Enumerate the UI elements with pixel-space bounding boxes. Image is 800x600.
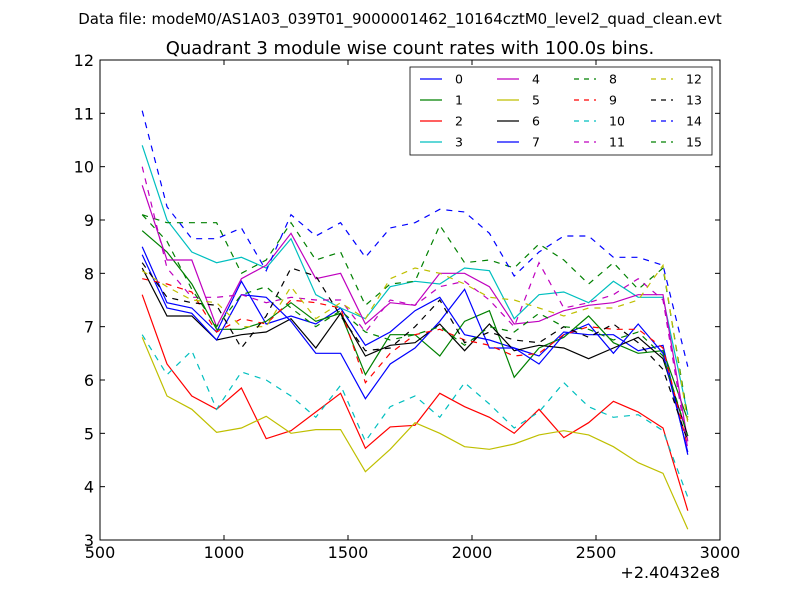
series-line-0 — [141, 246, 689, 455]
series-line-13 — [141, 262, 689, 442]
x-tick-label: 2500 — [576, 543, 617, 562]
y-tick-label: 9 — [84, 211, 94, 230]
chart-title: Quadrant 3 module wise count rates with … — [166, 38, 655, 59]
legend-label-12: 12 — [686, 72, 702, 87]
legend-label-13: 13 — [686, 93, 702, 108]
series-line-9 — [142, 278, 689, 447]
x-tick-label: 500 — [85, 543, 116, 562]
y-tick-label: 12 — [74, 51, 94, 70]
legend-label-4: 4 — [532, 72, 540, 87]
series-line-6 — [141, 267, 689, 437]
y-tick-label: 7 — [84, 318, 94, 337]
y-tick-label: 8 — [84, 264, 94, 283]
plot-frame — [99, 59, 721, 541]
series-line-11 — [141, 166, 689, 450]
y-tick-label: 3 — [84, 531, 94, 550]
legend-label-6: 6 — [532, 114, 540, 129]
series-line-10 — [141, 334, 689, 498]
series-line-12 — [141, 263, 689, 423]
legend-label-0: 0 — [455, 72, 463, 87]
x-tick-label: 1500 — [328, 543, 369, 562]
y-tick-label: 10 — [74, 158, 94, 177]
x-offset-label: +2.40432e8 — [620, 563, 720, 582]
legend-label-2: 2 — [455, 114, 463, 129]
legend-frame — [409, 66, 713, 156]
data-file-suptitle: Data file: modeM0/AS1A03_039T01_90000014… — [78, 10, 722, 29]
x-tick-label: 3000 — [700, 543, 741, 562]
series-line-14 — [141, 110, 689, 367]
y-tick-label: 6 — [84, 371, 94, 390]
x-tick-label: 1000 — [204, 543, 245, 562]
series-line-8 — [142, 214, 689, 418]
legend-label-10: 10 — [609, 114, 625, 129]
legend-label-8: 8 — [609, 72, 617, 87]
legend-label-14: 14 — [686, 114, 702, 129]
legend-label-5: 5 — [532, 93, 540, 108]
series-line-5 — [141, 337, 689, 530]
series-line-7 — [141, 254, 689, 453]
y-tick-label: 4 — [84, 478, 94, 497]
y-tick-label: 11 — [74, 104, 94, 123]
y-tick-label: 5 — [84, 424, 94, 443]
legend-label-1: 1 — [455, 93, 463, 108]
legend-label-7: 7 — [532, 135, 540, 150]
series-line-2 — [141, 294, 689, 511]
series-layer — [141, 110, 689, 530]
legend-label-9: 9 — [609, 93, 617, 108]
legend-label-11: 11 — [609, 135, 625, 150]
legend-label-3: 3 — [455, 135, 463, 150]
legend-label-15: 15 — [686, 135, 702, 150]
series-line-3 — [141, 145, 689, 415]
x-tick-label: 2000 — [452, 543, 493, 562]
